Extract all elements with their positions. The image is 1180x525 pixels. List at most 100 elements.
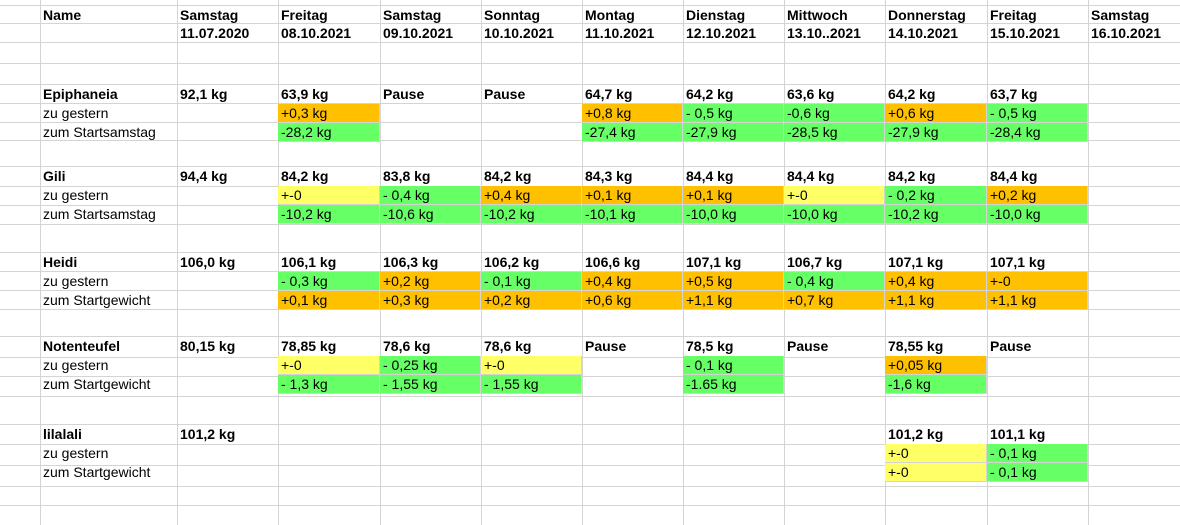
delta-cell[interactable]: -28,4 kg [987, 123, 1088, 142]
weight-cell[interactable]: 63,9 kg [281, 86, 329, 102]
person-name[interactable]: lilalali [43, 426, 82, 442]
delta-cell[interactable]: - 0,25 kg [380, 356, 481, 375]
weight-cell[interactable]: 64,2 kg [686, 86, 734, 102]
delta-cell[interactable]: - 0,1 kg [987, 444, 1088, 463]
weight-cell[interactable]: 84,2 kg [281, 168, 329, 184]
delta-cell[interactable]: - 1,3 kg [278, 375, 380, 394]
delta-cell[interactable]: - 1,55 kg [481, 375, 582, 394]
header-day[interactable]: Samstag [1091, 7, 1150, 23]
weight-cell[interactable]: 63,7 kg [990, 86, 1038, 102]
delta-cell[interactable]: +0,3 kg [278, 104, 380, 123]
delta-cell[interactable]: +0,5 kg [683, 272, 784, 291]
header-date[interactable]: 14.10.2021 [888, 25, 959, 41]
weight-cell[interactable]: Pause [585, 338, 627, 354]
person-name[interactable]: Heidi [43, 254, 78, 270]
delta-cell[interactable]: +0,4 kg [885, 272, 987, 291]
weight-cell[interactable] [1088, 85, 1180, 104]
delta-cell[interactable]: +0,2 kg [380, 272, 481, 291]
weight-cell[interactable]: 106,3 kg [383, 254, 439, 270]
delta-cell[interactable]: -10,0 kg [683, 205, 784, 224]
delta-cell[interactable] [481, 444, 582, 463]
row-label[interactable]: zum Startsamstag [43, 206, 156, 222]
delta-cell[interactable]: -0,6 kg [784, 104, 885, 123]
weight-cell[interactable]: Pause [990, 338, 1032, 354]
weight-cell[interactable]: 106,2 kg [484, 254, 540, 270]
delta-cell[interactable]: -27,9 kg [885, 123, 987, 142]
weight-cell[interactable]: 106,6 kg [585, 254, 641, 270]
delta-cell[interactable]: +0,1 kg [683, 186, 784, 205]
weight-cell[interactable] [784, 425, 885, 444]
delta-cell[interactable] [177, 444, 278, 463]
row-label[interactable]: zu gestern [43, 357, 109, 373]
header-day[interactable]: Montag [585, 7, 635, 23]
person-name[interactable]: Epiphaneia [43, 86, 118, 102]
delta-cell[interactable]: +-0 [784, 186, 885, 205]
delta-cell[interactable]: +0,1 kg [278, 291, 380, 310]
delta-cell[interactable]: - 0,2 kg [885, 186, 987, 205]
weight-cell[interactable]: 63,6 kg [787, 86, 835, 102]
weight-cell[interactable]: 94,4 kg [180, 168, 228, 184]
weight-cell[interactable] [1088, 425, 1180, 444]
weight-cell[interactable] [683, 425, 784, 444]
delta-cell[interactable] [380, 463, 481, 482]
header-date[interactable]: 11.10.2021 [585, 25, 655, 41]
weight-cell[interactable]: 64,7 kg [585, 86, 633, 102]
header-date[interactable]: 10.10.2021 [484, 25, 555, 41]
delta-cell[interactable]: - 0,4 kg [784, 272, 885, 291]
delta-cell[interactable]: +-0 [885, 463, 987, 482]
delta-cell[interactable]: -1,6 kg [885, 375, 987, 394]
delta-cell[interactable]: +0,2 kg [987, 186, 1088, 205]
weight-cell[interactable]: 84,2 kg [484, 168, 532, 184]
delta-cell[interactable] [582, 444, 683, 463]
delta-cell[interactable]: - 0,4 kg [380, 186, 481, 205]
delta-cell[interactable]: - 0,3 kg [278, 272, 380, 291]
header-date[interactable]: 08.10.2021 [281, 25, 352, 41]
weight-cell[interactable]: 84,4 kg [686, 168, 734, 184]
delta-cell[interactable] [481, 123, 582, 142]
header-day[interactable]: Sonntag [484, 7, 540, 23]
delta-cell[interactable] [784, 444, 885, 463]
delta-cell[interactable]: -28,2 kg [278, 123, 380, 142]
delta-cell[interactable]: +0,2 kg [481, 291, 582, 310]
weight-cell[interactable]: 101,1 kg [990, 426, 1046, 442]
delta-cell[interactable] [177, 272, 278, 291]
delta-cell[interactable]: -10,2 kg [885, 205, 987, 224]
header-day[interactable]: Samstag [383, 7, 442, 23]
delta-cell[interactable]: - 0,5 kg [683, 104, 784, 123]
delta-cell[interactable] [177, 186, 278, 205]
person-name[interactable]: Notenteufel [43, 338, 120, 354]
delta-cell[interactable] [278, 463, 380, 482]
header-day[interactable]: Mittwoch [787, 7, 848, 23]
header-day[interactable]: Freitag [281, 7, 328, 23]
header-date[interactable]: 11.07.2020 [180, 25, 250, 41]
delta-cell[interactable] [1088, 123, 1180, 142]
weight-cell[interactable]: 92,1 kg [180, 86, 228, 102]
delta-cell[interactable]: +1,1 kg [987, 291, 1088, 310]
delta-cell[interactable]: +0,8 kg [582, 104, 683, 123]
delta-cell[interactable] [278, 444, 380, 463]
header-day[interactable]: Freitag [990, 7, 1037, 23]
delta-cell[interactable] [177, 356, 278, 375]
delta-cell[interactable] [177, 123, 278, 142]
delta-cell[interactable]: - 0,1 kg [683, 356, 784, 375]
weight-cell[interactable]: Pause [383, 86, 425, 102]
row-label[interactable]: zum Startsamstag [43, 124, 156, 140]
delta-cell[interactable]: - 0,5 kg [987, 104, 1088, 123]
delta-cell[interactable] [987, 356, 1088, 375]
delta-cell[interactable]: +-0 [885, 444, 987, 463]
delta-cell[interactable]: -1.65 kg [683, 375, 784, 394]
delta-cell[interactable]: -10,2 kg [481, 205, 582, 224]
row-label[interactable]: zu gestern [43, 105, 109, 121]
delta-cell[interactable] [380, 444, 481, 463]
weight-cell[interactable] [278, 425, 380, 444]
delta-cell[interactable] [177, 375, 278, 394]
weight-cell[interactable]: 84,2 kg [888, 168, 936, 184]
delta-cell[interactable]: +-0 [987, 272, 1088, 291]
delta-cell[interactable] [683, 463, 784, 482]
delta-cell[interactable]: - 0,1 kg [987, 463, 1088, 482]
row-label[interactable]: zu gestern [43, 273, 109, 289]
delta-cell[interactable]: - 1,55 kg [380, 375, 481, 394]
header-day[interactable]: Dienstag [686, 7, 746, 23]
header-date[interactable]: 09.10.2021 [383, 25, 454, 41]
header-name[interactable]: Name [43, 7, 82, 23]
